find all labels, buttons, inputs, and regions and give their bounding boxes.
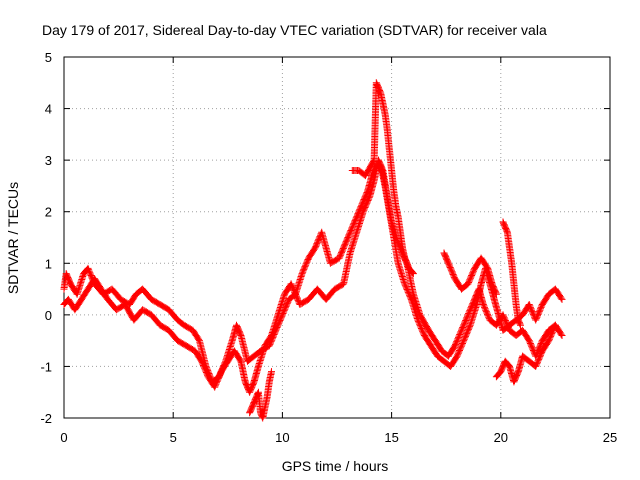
y-tick-label: 0: [45, 308, 52, 323]
x-tick-label: 25: [603, 430, 617, 445]
tick-labels: 0 5 10 15 20 25 -2 -1 0 1 2 3 4 5: [40, 50, 617, 445]
series-track-b: [60, 156, 566, 396]
series-track-d: [440, 249, 500, 298]
data-point-markers: [246, 368, 275, 422]
data-point-markers: [492, 321, 559, 386]
axis-ticks: [63, 56, 611, 419]
x-tick-label: 15: [384, 430, 398, 445]
data-point-markers: [60, 156, 566, 396]
x-tick-label: 20: [494, 430, 508, 445]
plot-frame: [63, 56, 611, 419]
series-track-c: [348, 79, 417, 278]
data-point-markers: [499, 218, 524, 329]
series-track-e: [499, 218, 524, 329]
y-tick-label: 2: [45, 205, 52, 220]
x-tick-label: 10: [275, 430, 289, 445]
y-tick-label: 3: [45, 153, 52, 168]
data-points: [60, 79, 566, 422]
y-tick-label: 1: [45, 256, 52, 271]
series-track-g: [246, 368, 275, 422]
data-point-markers: [348, 79, 417, 278]
grid-lines: [64, 57, 610, 418]
x-tick-label: 0: [60, 430, 67, 445]
x-axis-label: GPS time / hours: [282, 458, 389, 474]
y-tick-label: 5: [45, 50, 52, 65]
y-axis-label: SDTVAR / TECUs: [5, 182, 21, 294]
data-point-markers: [440, 249, 500, 298]
x-tick-label: 5: [170, 430, 177, 445]
series-track-f: [492, 321, 559, 386]
y-tick-label: -1: [40, 359, 52, 374]
y-tick-label: -2: [40, 411, 52, 426]
y-tick-label: 4: [45, 102, 52, 117]
chart-title: Day 179 of 2017, Sidereal Day-to-day VTE…: [42, 22, 547, 38]
